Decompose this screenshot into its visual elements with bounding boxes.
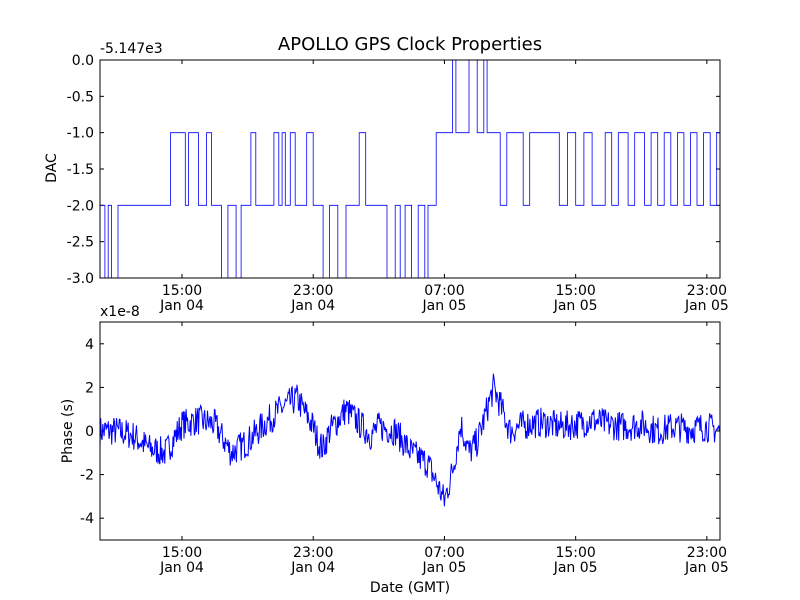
chart-title: APOLLO GPS Clock Properties bbox=[278, 34, 542, 55]
x-tick-date-label: Jan 05 bbox=[422, 560, 467, 576]
x-tick-date-label: Jan 05 bbox=[553, 560, 598, 576]
x-tick-date-label: Jan 04 bbox=[290, 298, 335, 314]
dac-y-ticks: 0.0 -0.5 -1.0 -1.5 -2.0 -2.5 -3.0 bbox=[67, 53, 720, 287]
dac-plot-frame bbox=[99, 59, 721, 279]
x-tick-time-label: 15:00 bbox=[162, 283, 202, 299]
dac-y-axis-label: DAC bbox=[44, 153, 60, 183]
y-tick-label: 0 bbox=[85, 424, 94, 440]
x-tick-date-label: Jan 04 bbox=[159, 298, 204, 314]
y-tick-label: 2 bbox=[85, 380, 94, 396]
x-tick-date-label: Jan 05 bbox=[422, 298, 467, 314]
phase-subplot: x1e-8 Phase (s) Date (GMT) 4 2 0 -2 -4 15:00… bbox=[60, 304, 729, 596]
x-tick-date-label: Jan 04 bbox=[159, 560, 204, 576]
y-tick-label: -1.0 bbox=[67, 126, 94, 142]
x-tick-time-label: 15:00 bbox=[555, 545, 595, 561]
phase-y-ticks: 4 2 0 -2 -4 bbox=[80, 337, 720, 527]
phase-y-axis-label: Phase (s) bbox=[60, 399, 76, 463]
x-tick-time-label: 23:00 bbox=[687, 545, 727, 561]
x-tick-time-label: 15:00 bbox=[555, 283, 595, 299]
x-tick-time-label: 07:00 bbox=[424, 545, 464, 561]
dac-offset-label: -5.147e3 bbox=[100, 41, 163, 57]
x-tick-time-label: 23:00 bbox=[293, 283, 333, 299]
y-tick-label: -2.0 bbox=[67, 198, 94, 214]
x-tick-date-label: Jan 05 bbox=[553, 298, 598, 314]
x-tick-date-label: Jan 05 bbox=[684, 298, 729, 314]
y-tick-label: -1.5 bbox=[67, 162, 94, 178]
y-tick-label: -4 bbox=[80, 511, 94, 527]
x-tick-time-label: 23:00 bbox=[293, 545, 333, 561]
x-tick-time-label: 15:00 bbox=[162, 545, 202, 561]
y-tick-label: 0.0 bbox=[72, 53, 94, 69]
x-tick-time-label: 23:00 bbox=[687, 283, 727, 299]
phase-offset-label: x1e-8 bbox=[100, 304, 140, 320]
y-tick-label: -2.5 bbox=[67, 235, 94, 251]
dac-subplot: APOLLO GPS Clock Properties -5.147e3 DAC… bbox=[44, 34, 729, 314]
phase-plot-frame bbox=[99, 321, 721, 541]
dac-series-line bbox=[100, 59, 720, 279]
y-tick-label: -0.5 bbox=[67, 89, 94, 105]
y-tick-label: 4 bbox=[85, 337, 94, 353]
x-tick-date-label: Jan 05 bbox=[684, 560, 729, 576]
phase-series-line bbox=[99, 373, 721, 507]
x-tick-date-label: Jan 04 bbox=[290, 560, 335, 576]
x-axis-label: Date (GMT) bbox=[370, 580, 450, 596]
y-tick-label: -2 bbox=[80, 468, 94, 484]
x-tick-time-label: 07:00 bbox=[424, 283, 464, 299]
y-tick-label: -3.0 bbox=[67, 271, 94, 287]
